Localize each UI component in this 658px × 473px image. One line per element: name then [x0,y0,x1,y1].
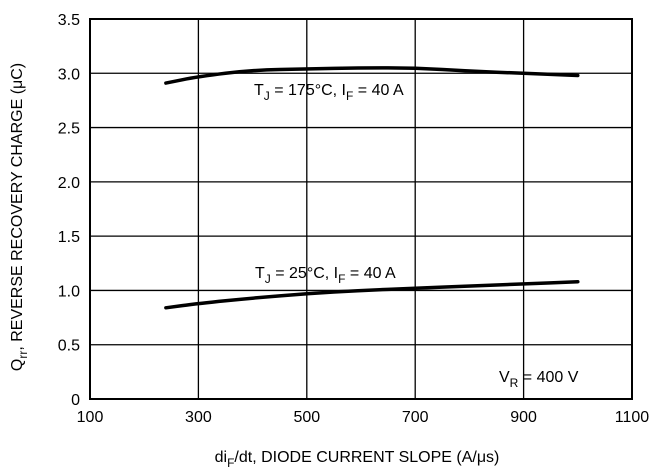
subscript: F [227,456,234,470]
text-part: = 25°C, I [271,265,338,282]
x-tick-label: 500 [293,409,320,426]
annotation-vr: VR = 400 V [499,369,579,390]
text-part: = 175°C, I [270,82,346,99]
text-part: = 40 A [353,82,404,99]
x-tick-label: 100 [77,409,104,426]
y-tick-label: 2.0 [58,175,80,192]
subscript: J [264,89,270,103]
text-part: di [215,449,227,466]
y-axis-title: Qrr, REVERSE RECOVERY CHARGE (μC) [9,63,30,371]
x-tick-label: 300 [185,409,212,426]
series-label-tj-25c: TJ = 25°C, IF = 40 A [255,265,396,286]
x-tick-label: 900 [510,409,537,426]
subscript: J [265,272,271,286]
subscript: F [338,272,345,286]
y-tick-label: 1.5 [58,229,80,246]
subscript: R [510,376,519,390]
x-tick-labels: 100 300 500 700 900 1100 [77,409,650,426]
x-tick-label: 1100 [615,409,650,426]
text-part: = 40 A [345,265,396,282]
text-part: V [499,369,510,386]
series-lines [164,66,580,310]
x-tick-label: 700 [402,409,429,426]
series-labels: TJ = 175°C, IF = 40 ATJ = 25°C, IF = 40 … [254,82,404,286]
text-part: T [254,82,264,99]
y-tick-label: 0 [71,392,80,409]
subscript: F [346,89,353,103]
y-tick-labels: 0 0.5 1.0 1.5 2.0 2.5 3.0 3.5 [58,12,80,409]
x-axis-title: diF/dt, DIODE CURRENT SLOPE (A/μs) [215,449,500,470]
y-tick-label: 1.0 [58,283,80,300]
y-tick-label: 3.0 [58,66,80,83]
text-part: Q [9,359,26,371]
text-part: T [255,265,265,282]
text-part: /dt, DIODE CURRENT SLOPE (A/μs) [234,449,499,466]
series-line-tj-175c [164,66,580,85]
series-label-tj-175c: TJ = 175°C, IF = 40 A [254,82,404,103]
plot-frame [89,18,633,400]
y-tick-label: 3.5 [58,12,80,29]
y-tick-label: 2.5 [58,121,80,138]
text-part: , REVERSE RECOVERY CHARGE (μC) [9,63,26,351]
y-tick-label: 0.5 [58,338,80,355]
series-line-tj-25c [164,279,580,310]
text-part: = 400 V [518,369,578,386]
subscript: rr [16,351,30,359]
